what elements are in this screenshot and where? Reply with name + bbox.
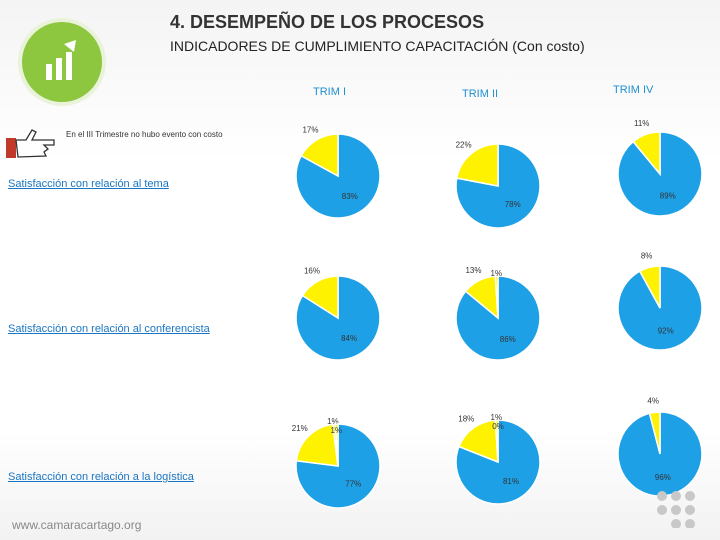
pie-1-slice-1 xyxy=(455,143,499,187)
pie-3-label-1: 16% xyxy=(304,267,320,276)
pie-0-slice-0 xyxy=(295,133,381,219)
pie-6-label-3: 1% xyxy=(331,426,343,435)
pie-0-label-0: 83% xyxy=(342,192,358,201)
pie-8-label-1: 4% xyxy=(647,396,659,405)
pie-4-label-2: 1% xyxy=(491,269,503,278)
pie-7-slice-0 xyxy=(455,419,541,505)
pie-4-slice-2 xyxy=(494,275,499,319)
pie-5-slice-1 xyxy=(638,265,661,309)
pie-8-slice-1 xyxy=(648,411,661,455)
pie-0-slice-1 xyxy=(300,133,339,178)
decorative-dots-icon xyxy=(657,491,695,528)
pie-1-label-1: 22% xyxy=(456,140,472,149)
pie-6-slice-0 xyxy=(295,423,381,509)
section-title-conferencista: Satisfacción con relación al conferencis… xyxy=(8,323,210,335)
pie-0-label-1: 17% xyxy=(302,126,318,135)
pie-7-label-2: 1% xyxy=(491,413,503,422)
pie-5-label-1: 8% xyxy=(641,252,653,261)
footer-url: www.camaracartago.org xyxy=(12,518,142,532)
bar-chart-icon xyxy=(46,40,76,80)
pie-8-label-0: 96% xyxy=(655,473,671,482)
page-title: 4. DESEMPEÑO DE LOS PROCESOS xyxy=(170,12,485,32)
column-label-trim-2: TRIM II xyxy=(462,88,499,100)
section-title-tema: Satisfacción con relación al tema xyxy=(8,178,169,190)
page-subtitle: INDICADORES DE CUMPLIMIENTO CAPACITACIÓN… xyxy=(170,38,585,54)
pie-4-label-0: 86% xyxy=(500,335,516,344)
pie-1-label-0: 78% xyxy=(505,200,521,209)
pie-5-label-0: 92% xyxy=(658,326,674,335)
column-label-trim-1: TRIM I xyxy=(313,86,346,98)
pie-6-slice-3 xyxy=(334,423,339,467)
pie-7-slice-1 xyxy=(457,419,499,464)
logo xyxy=(22,22,102,102)
pie-7-label-0: 81% xyxy=(503,477,519,486)
pie-2-slice-1 xyxy=(632,131,661,177)
pie-6-slice-1 xyxy=(295,423,339,467)
column-label-trim-4: TRIM IV xyxy=(613,84,654,96)
pie-6-label-1: 21% xyxy=(292,424,308,433)
pie-3-label-0: 84% xyxy=(341,334,357,343)
section-title-logistica: Satisfacción con relación a la logística xyxy=(8,471,194,483)
pie-4-label-1: 13% xyxy=(465,266,481,275)
pie-6-label-2: 1% xyxy=(327,417,339,426)
pie-7-label-1: 18% xyxy=(458,414,474,423)
pie-7-label-3: 0% xyxy=(492,422,504,431)
pointing-hand-icon xyxy=(6,129,55,158)
pie-3-slice-1 xyxy=(301,275,339,320)
note-text: En el III Trimestre no hubo evento con c… xyxy=(66,130,223,139)
pie-2-label-0: 89% xyxy=(660,192,676,201)
pie-7-slice-2 xyxy=(494,419,499,463)
pie-2-label-1: 11% xyxy=(634,119,649,128)
pie-6-label-0: 77% xyxy=(345,479,361,488)
